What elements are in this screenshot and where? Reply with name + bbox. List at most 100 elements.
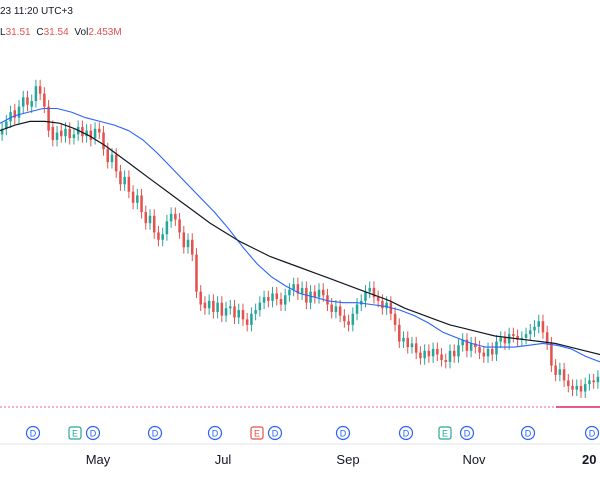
candle <box>47 100 50 138</box>
candle <box>51 120 55 147</box>
candles-layer <box>0 79 600 398</box>
candle <box>283 288 287 312</box>
candle-body <box>503 337 507 344</box>
candle-body <box>279 299 283 305</box>
candle-body <box>592 380 595 383</box>
marker-label: D <box>272 429 279 439</box>
candle <box>21 90 25 114</box>
candle <box>482 346 486 363</box>
candle <box>237 303 240 324</box>
dividend-marker[interactable]: D <box>584 425 600 441</box>
candle-body <box>292 284 295 290</box>
candle <box>465 333 469 358</box>
candle <box>427 344 431 363</box>
candle-body <box>457 345 460 357</box>
earnings-marker[interactable]: E <box>250 426 264 440</box>
marker-shape <box>68 426 82 440</box>
candle <box>279 292 283 312</box>
candle-body <box>254 310 257 314</box>
earnings-marker[interactable]: E <box>68 426 82 440</box>
candle-body <box>579 385 583 392</box>
dividend-marker[interactable]: D <box>207 425 223 441</box>
candle-body <box>448 350 452 362</box>
candle <box>326 288 329 312</box>
candle-body <box>165 221 169 235</box>
candle-body <box>98 128 101 133</box>
marker-label: D <box>589 429 596 439</box>
candle-body <box>486 348 490 357</box>
candle-body <box>182 232 186 248</box>
candle-body <box>419 352 422 359</box>
candle <box>123 170 126 191</box>
dividend-marker[interactable]: D <box>459 425 475 441</box>
candle-body <box>224 308 228 316</box>
candle-body <box>490 348 494 355</box>
candle <box>72 127 76 145</box>
candle <box>410 336 414 354</box>
marker-label: D <box>90 429 97 439</box>
x-axis-tick-label: Jul <box>215 452 232 467</box>
x-axis-tick-label: Nov <box>462 452 486 467</box>
candle <box>26 90 29 112</box>
candle-body <box>385 302 388 309</box>
candle <box>507 327 511 350</box>
candle <box>250 307 253 332</box>
candle-body <box>402 337 405 342</box>
candle <box>212 294 215 319</box>
candle-body <box>440 354 443 361</box>
candle <box>169 207 173 228</box>
dividend-marker[interactable]: D <box>147 425 163 441</box>
candle-body <box>271 293 274 301</box>
x-axis-tick-label: 20 <box>582 452 596 467</box>
candle-body <box>123 176 126 185</box>
candle <box>140 188 143 219</box>
candle <box>351 307 355 332</box>
candle <box>93 122 97 145</box>
candle <box>203 296 207 315</box>
candle-body <box>338 306 342 316</box>
marker-shape <box>147 425 163 441</box>
candle <box>571 379 574 397</box>
x-axis-tick-label: Sep <box>336 452 359 467</box>
candle <box>558 362 562 382</box>
dividend-marker[interactable]: D <box>267 425 283 441</box>
dividend-marker[interactable]: D <box>335 425 351 441</box>
candle-body <box>414 343 418 353</box>
candle-body <box>38 86 42 94</box>
low-label: L <box>0 27 6 38</box>
candle-body <box>144 212 148 224</box>
candle-body <box>17 106 21 118</box>
marker-label: D <box>464 429 471 439</box>
earnings-marker[interactable]: E <box>438 426 452 440</box>
candle <box>343 309 346 328</box>
legend-line: 23 11:20 UTC+3 <box>0 6 73 17</box>
dividend-marker[interactable]: D <box>25 425 41 441</box>
candle-body <box>34 86 38 102</box>
candle-body <box>550 343 553 366</box>
candle <box>317 283 321 304</box>
candle-body <box>406 337 410 348</box>
candle-body <box>334 306 338 312</box>
candle-body <box>368 287 371 292</box>
candle-body <box>13 110 17 118</box>
candle-body <box>376 297 380 301</box>
candle-body <box>258 302 262 311</box>
candle-body <box>186 239 190 248</box>
candle-body <box>296 284 300 294</box>
candle-body <box>309 291 312 303</box>
candle <box>178 212 181 239</box>
candle <box>275 286 279 306</box>
candle-body <box>0 128 4 135</box>
marker-shape <box>520 425 536 441</box>
dividend-marker[interactable]: D <box>85 425 101 441</box>
dividend-marker[interactable]: D <box>520 425 536 441</box>
candle-body <box>106 149 110 163</box>
candle <box>224 301 228 323</box>
dividend-marker[interactable]: D <box>398 425 414 441</box>
ohlc-line: L31.51 C31.54 Vol2.453M <box>0 27 122 38</box>
candle-body <box>326 295 329 305</box>
x-axis-tick-label: May <box>86 452 111 467</box>
close-value: 31.54 <box>43 27 69 38</box>
candle <box>267 290 270 308</box>
